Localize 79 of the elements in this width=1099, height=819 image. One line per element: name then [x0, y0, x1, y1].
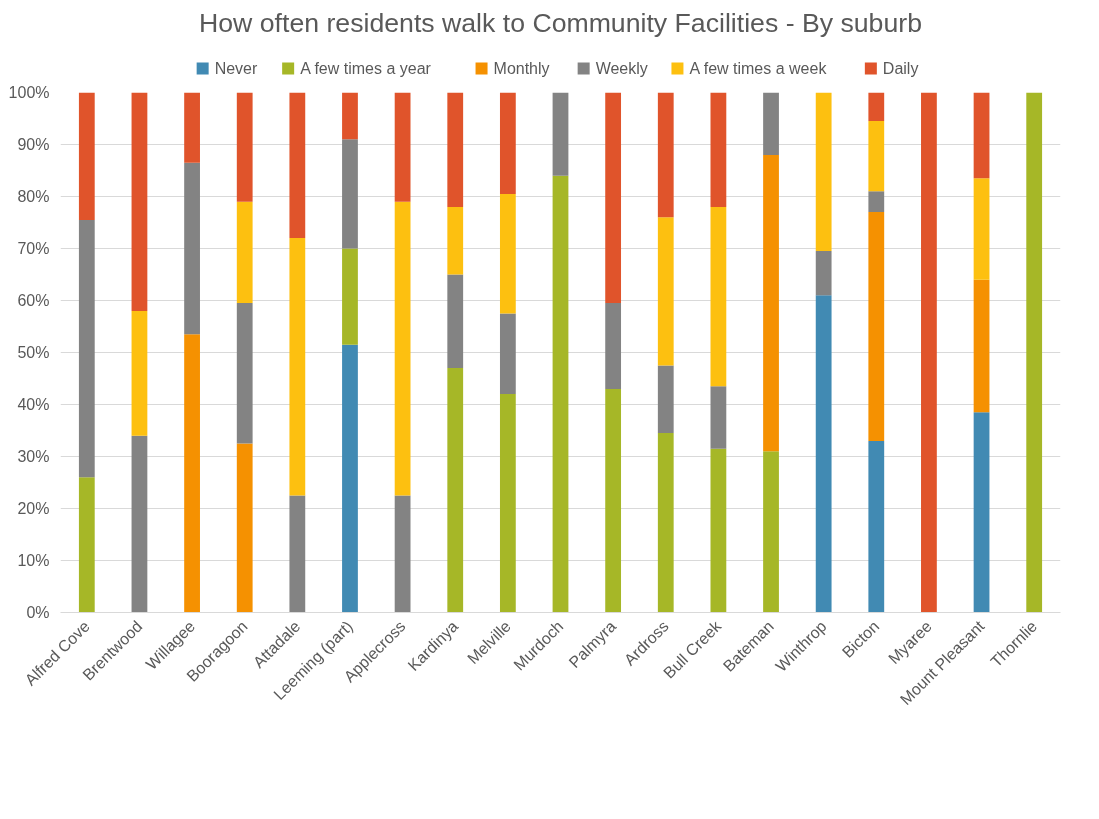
bar [657, 217, 674, 366]
legend-label: A few times a year [300, 60, 432, 77]
bar [973, 412, 990, 613]
bar [236, 303, 253, 444]
bar [868, 212, 885, 441]
bar [868, 440, 885, 613]
y-tick-label: 70% [17, 240, 50, 257]
bar [394, 495, 411, 613]
bar [763, 451, 779, 613]
y-tick-label: 90% [17, 136, 50, 153]
legend-label: Weekly [595, 60, 648, 77]
bar [342, 92, 358, 140]
bar [657, 365, 674, 434]
legend-label: Never [214, 60, 258, 77]
y-tick-label: 60% [17, 292, 50, 309]
bar [447, 206, 464, 275]
bar [499, 313, 516, 395]
bar [868, 191, 885, 213]
bar [552, 175, 569, 613]
y-tick-label: 50% [17, 344, 50, 361]
bar [78, 219, 95, 478]
bar [710, 448, 727, 613]
bar [973, 178, 990, 280]
bar [342, 248, 358, 345]
bar [815, 295, 832, 613]
bar [605, 303, 622, 389]
bar [815, 92, 832, 252]
bar [184, 334, 200, 613]
bar [605, 92, 622, 304]
bar [973, 92, 990, 179]
y-tick-label: 80% [17, 188, 50, 205]
bar [131, 92, 148, 311]
bar [763, 154, 779, 452]
bar [657, 92, 674, 218]
bar [447, 92, 464, 207]
bar [921, 92, 937, 613]
bar [236, 92, 253, 202]
bar [447, 274, 464, 369]
legend-label: A few times a week [689, 60, 828, 77]
bar [394, 92, 411, 202]
bar [868, 92, 885, 122]
bar [605, 388, 622, 613]
bar [1026, 92, 1043, 613]
bar [184, 92, 200, 163]
bar [710, 92, 727, 207]
legend-label: Daily [882, 60, 919, 77]
legend-label: Monthly [493, 60, 550, 77]
bar [131, 310, 148, 436]
bar [184, 162, 200, 335]
y-tick-label: 30% [17, 448, 50, 465]
bar [657, 433, 674, 613]
bar [289, 238, 306, 496]
bar [131, 435, 148, 613]
bar [236, 443, 253, 613]
bar [236, 201, 253, 304]
bar [763, 92, 779, 155]
bar [710, 206, 727, 387]
bar [973, 279, 990, 413]
bar [394, 201, 411, 496]
bar [289, 92, 306, 239]
bar [78, 92, 95, 220]
bar [342, 139, 358, 249]
bar [447, 368, 464, 613]
y-tick-label: 40% [17, 396, 50, 413]
y-tick-label: 0% [26, 604, 50, 621]
bar [552, 92, 569, 176]
bar [710, 386, 727, 449]
bar [499, 193, 516, 314]
bar [499, 92, 516, 194]
bar [868, 121, 885, 192]
y-tick-label: 10% [17, 552, 50, 569]
bar [342, 344, 358, 613]
chart-title: How often residents walk to Community Facilities - By suburb [199, 7, 922, 38]
bar [815, 251, 832, 296]
y-tick-label: 20% [17, 500, 50, 517]
y-tick-label: 100% [8, 84, 50, 101]
bar [499, 394, 516, 613]
bar [289, 495, 306, 613]
bar [78, 477, 95, 613]
